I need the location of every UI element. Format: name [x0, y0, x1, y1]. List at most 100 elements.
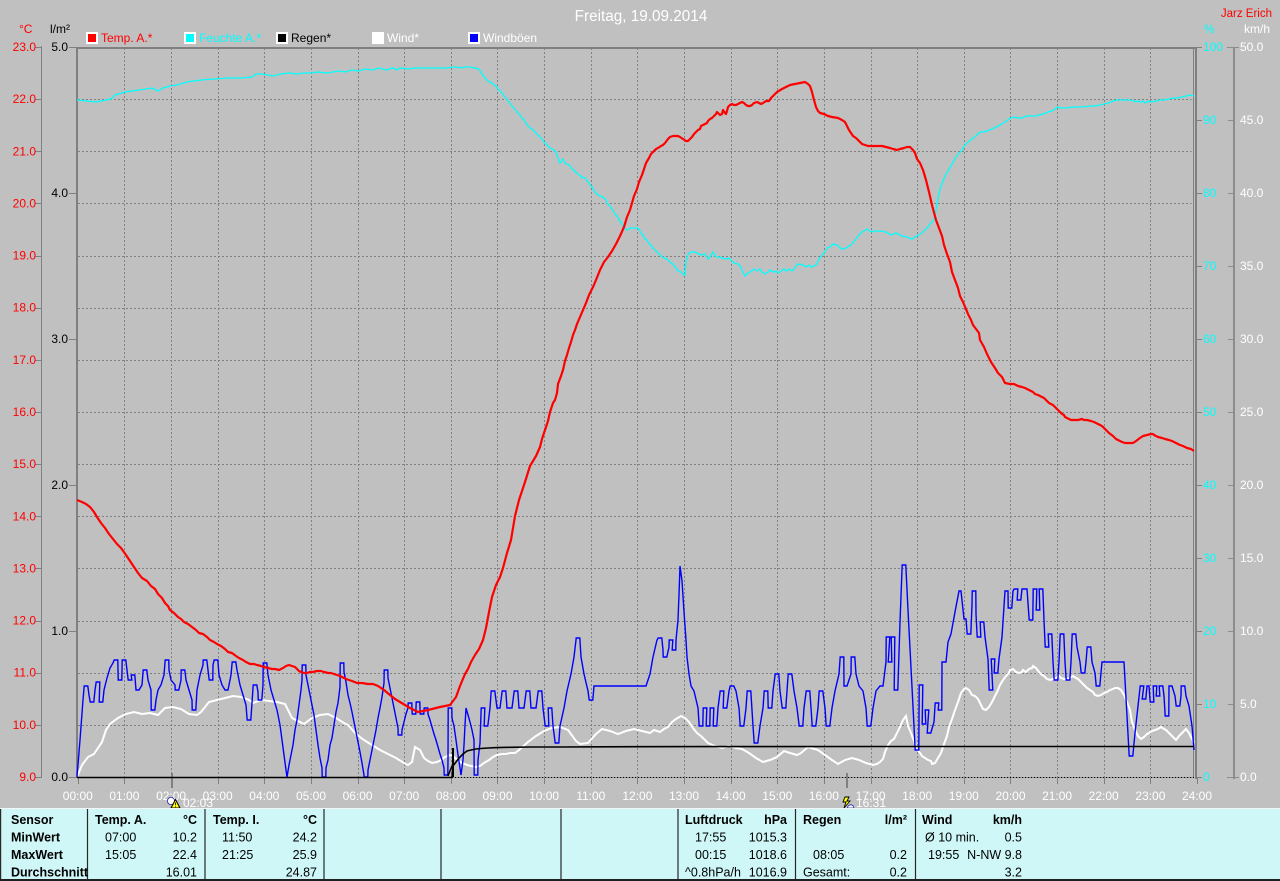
svg-text:Freitag, 19.09.2014: Freitag, 19.09.2014: [575, 8, 708, 25]
svg-text:20: 20: [1203, 624, 1217, 638]
svg-text:km/h: km/h: [1244, 22, 1270, 36]
svg-text:35.0: 35.0: [1240, 259, 1264, 273]
svg-text:%: %: [1204, 22, 1215, 36]
svg-text:30: 30: [1203, 551, 1217, 565]
svg-text:Temp. A.*: Temp. A.*: [101, 31, 153, 45]
svg-text:40: 40: [1203, 478, 1217, 492]
svg-text:^0.8hPa/h: ^0.8hPa/h: [685, 866, 741, 880]
svg-text:Jarz Erich: Jarz Erich: [1221, 8, 1272, 20]
svg-text:0.0: 0.0: [51, 770, 68, 784]
svg-text:03:00: 03:00: [203, 789, 233, 803]
svg-text:10.0: 10.0: [1240, 624, 1264, 638]
svg-text:22:00: 22:00: [1089, 789, 1119, 803]
svg-text:13:00: 13:00: [669, 789, 699, 803]
svg-text:20.0: 20.0: [1240, 478, 1264, 492]
svg-text:13.0: 13.0: [13, 561, 37, 575]
svg-text:MaxWert: MaxWert: [11, 848, 64, 862]
svg-text:45.0: 45.0: [1240, 113, 1264, 127]
svg-text:N-NW 9.8: N-NW 9.8: [967, 848, 1022, 862]
svg-text:1016.9: 1016.9: [749, 866, 787, 880]
svg-text:100: 100: [1203, 40, 1223, 54]
svg-text:Sensor: Sensor: [11, 813, 54, 827]
svg-text:24.87: 24.87: [286, 866, 317, 880]
svg-text:Ø 10 min.: Ø 10 min.: [925, 831, 979, 845]
svg-text:23:00: 23:00: [1135, 789, 1165, 803]
svg-text:02:03: 02:03: [183, 796, 213, 810]
svg-text:1.0: 1.0: [51, 624, 68, 638]
svg-text:1015.3: 1015.3: [749, 831, 787, 845]
svg-text:30.0: 30.0: [1240, 332, 1264, 346]
svg-text:24.2: 24.2: [293, 831, 317, 845]
svg-text:Wind*: Wind*: [387, 31, 419, 45]
svg-text:l/m²: l/m²: [50, 22, 70, 36]
svg-text:21:25: 21:25: [222, 848, 253, 862]
svg-text:2.0: 2.0: [51, 478, 68, 492]
svg-text:01:00: 01:00: [109, 789, 139, 803]
svg-text:22.4: 22.4: [173, 848, 197, 862]
svg-text:25.9: 25.9: [293, 848, 317, 862]
svg-text:°C: °C: [303, 813, 317, 827]
svg-text:Regen*: Regen*: [291, 31, 331, 45]
svg-text:Gesamt:: Gesamt:: [803, 866, 850, 880]
svg-text:0: 0: [1203, 770, 1210, 784]
svg-text:23.0: 23.0: [13, 40, 37, 54]
svg-text:24:00: 24:00: [1182, 789, 1212, 803]
svg-text:80: 80: [1203, 186, 1217, 200]
svg-text:0.5: 0.5: [1005, 831, 1022, 845]
svg-text:5.0: 5.0: [51, 40, 68, 54]
svg-text:17:00: 17:00: [856, 789, 886, 803]
svg-text:0.0: 0.0: [1240, 770, 1257, 784]
svg-text:19.0: 19.0: [13, 249, 37, 263]
svg-text:11.0: 11.0: [14, 666, 37, 680]
svg-text:Regen: Regen: [803, 813, 841, 827]
svg-text:10: 10: [1203, 697, 1217, 711]
svg-text:Temp. A.: Temp. A.: [95, 813, 146, 827]
svg-text:18:00: 18:00: [902, 789, 932, 803]
svg-text:10:00: 10:00: [529, 789, 559, 803]
svg-text:02:00: 02:00: [156, 789, 186, 803]
svg-text:50: 50: [1203, 405, 1217, 419]
svg-text:17:55: 17:55: [695, 831, 726, 845]
svg-text:70: 70: [1203, 259, 1217, 273]
svg-text:9.0: 9.0: [19, 770, 36, 784]
svg-text:21:00: 21:00: [1042, 789, 1072, 803]
svg-text:5.0: 5.0: [1240, 697, 1257, 711]
svg-text:19:55: 19:55: [928, 848, 959, 862]
svg-text:05:00: 05:00: [296, 789, 326, 803]
svg-text:15:05: 15:05: [105, 848, 136, 862]
svg-text:40.0: 40.0: [1240, 186, 1264, 200]
svg-text:°C: °C: [19, 22, 33, 36]
svg-text:17.0: 17.0: [13, 353, 37, 367]
svg-text:16:00: 16:00: [809, 789, 839, 803]
svg-text:14:00: 14:00: [716, 789, 746, 803]
svg-text:16.0: 16.0: [13, 405, 37, 419]
svg-text:00:15: 00:15: [695, 848, 726, 862]
svg-text:4.0: 4.0: [51, 186, 68, 200]
svg-text:09:00: 09:00: [482, 789, 512, 803]
svg-text:06:00: 06:00: [343, 789, 373, 803]
svg-text:07:00: 07:00: [389, 789, 419, 803]
svg-text:20:00: 20:00: [995, 789, 1025, 803]
svg-text:km/h: km/h: [993, 813, 1022, 827]
svg-text:l/m²: l/m²: [885, 813, 907, 827]
svg-text:12.0: 12.0: [13, 614, 37, 628]
svg-text:3.0: 3.0: [51, 332, 68, 346]
svg-text:20.0: 20.0: [13, 196, 37, 210]
svg-text:Windböen: Windböen: [483, 31, 537, 45]
svg-text:10.0: 10.0: [13, 718, 37, 732]
svg-text:0.2: 0.2: [890, 848, 907, 862]
svg-text:21.0: 21.0: [13, 144, 37, 158]
svg-text:18.0: 18.0: [13, 301, 37, 315]
svg-text:15:00: 15:00: [762, 789, 792, 803]
svg-text:3.2: 3.2: [1005, 866, 1022, 880]
svg-text:Luftdruck: Luftdruck: [685, 813, 743, 827]
svg-text:15.0: 15.0: [13, 457, 37, 471]
svg-text:Temp. I.: Temp. I.: [213, 813, 259, 827]
svg-text:°C: °C: [183, 813, 197, 827]
svg-text:50.0: 50.0: [1240, 40, 1264, 54]
svg-text:07:00: 07:00: [105, 831, 136, 845]
svg-text:1018.6: 1018.6: [749, 848, 787, 862]
svg-text:14.0: 14.0: [13, 509, 37, 523]
svg-text:Wind: Wind: [922, 813, 952, 827]
svg-text:11:50: 11:50: [222, 831, 252, 845]
